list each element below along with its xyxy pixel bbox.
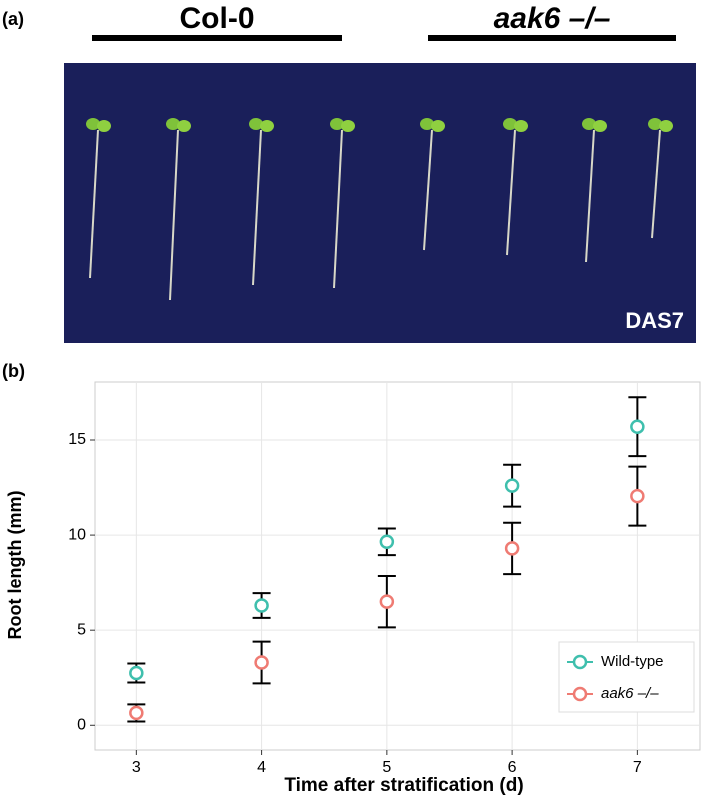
y-tick-label: 15 — [68, 431, 86, 448]
root — [333, 129, 343, 289]
photo-stamp: DAS7 — [625, 308, 684, 333]
group-bar — [92, 35, 342, 41]
legend-label: Wild-type — [601, 653, 664, 670]
y-axis-title: Root length (mm) — [5, 491, 25, 640]
point — [129, 665, 144, 681]
cotyledon — [503, 118, 517, 130]
root — [89, 129, 99, 279]
cotyledon — [514, 120, 528, 132]
cotyledon — [249, 118, 263, 130]
root — [252, 129, 262, 286]
group-label: aak6 –/– — [494, 2, 611, 35]
x-tick-label: 4 — [257, 759, 266, 776]
point — [379, 594, 395, 609]
x-tick-label: 7 — [633, 759, 642, 776]
point — [254, 598, 269, 613]
cotyledon — [659, 120, 673, 132]
cotyledon — [260, 120, 274, 132]
cotyledon — [177, 120, 191, 132]
cotyledon — [420, 118, 434, 130]
point — [129, 705, 144, 721]
point — [504, 541, 520, 556]
photo — [64, 63, 696, 343]
cotyledon — [97, 120, 111, 132]
x-tick-label: 6 — [508, 759, 517, 776]
cotyledon — [593, 120, 607, 132]
y-tick-label: 5 — [77, 621, 86, 638]
point — [630, 488, 645, 504]
cotyledon — [330, 118, 344, 130]
root — [585, 129, 595, 263]
root — [651, 129, 661, 239]
x-axis-title: Time after stratification (d) — [284, 775, 523, 796]
point — [379, 534, 395, 550]
group-label: Col-0 — [180, 2, 255, 35]
x-tick-label: 3 — [132, 759, 141, 776]
cotyledon — [341, 120, 355, 132]
root — [506, 129, 516, 256]
x-tick-label: 5 — [382, 759, 391, 776]
y-tick-label: 0 — [77, 716, 86, 733]
cotyledon — [166, 118, 180, 130]
root — [169, 129, 179, 301]
seedlings — [86, 118, 673, 301]
cotyledon — [648, 118, 662, 130]
panel-label: (a) — [2, 9, 24, 29]
root — [423, 129, 433, 251]
cotyledon — [431, 120, 445, 132]
point — [254, 655, 269, 670]
cotyledon — [86, 118, 100, 130]
panel-label: (b) — [2, 361, 25, 381]
legend-label: aak6 –/– — [601, 685, 659, 702]
y-tick-label: 10 — [68, 526, 86, 543]
group-bar — [428, 35, 676, 41]
legend-marker — [572, 686, 588, 702]
legend-marker — [572, 654, 588, 670]
cotyledon — [582, 118, 596, 130]
point — [630, 419, 645, 434]
point — [504, 478, 520, 493]
